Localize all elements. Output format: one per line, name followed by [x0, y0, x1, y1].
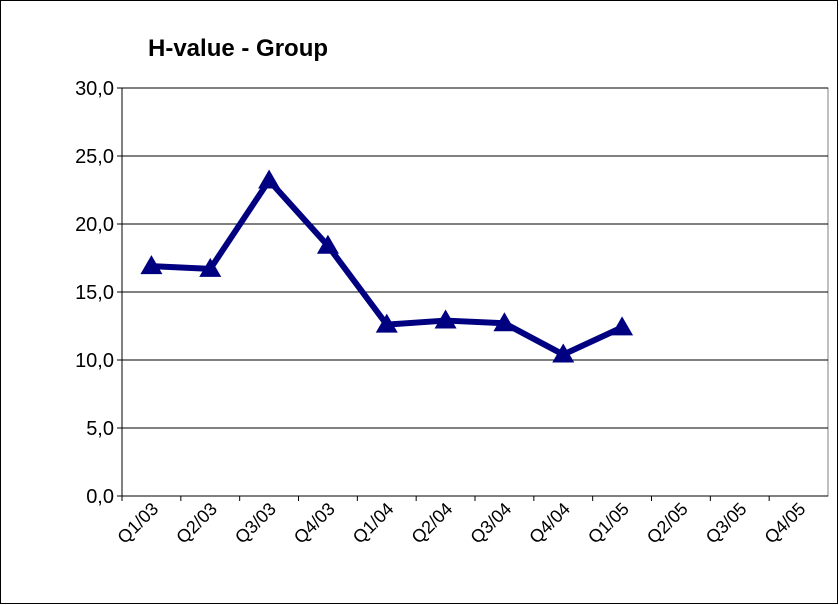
marker — [434, 309, 457, 329]
y-tick-label: 20,0 — [75, 214, 114, 236]
marker — [493, 312, 516, 332]
y-tick-label: 5,0 — [86, 418, 114, 440]
y-tick-label: 15,0 — [75, 282, 114, 304]
marker — [552, 343, 575, 363]
y-tick-label: 10,0 — [75, 350, 114, 372]
marker — [199, 257, 222, 277]
y-tick-label: 25,0 — [75, 146, 114, 168]
marker — [316, 234, 339, 254]
marker — [375, 313, 398, 333]
marker — [611, 316, 634, 336]
y-tick-label: 30,0 — [75, 78, 114, 100]
marker — [140, 255, 163, 275]
chart-title: H-value - Group — [148, 35, 328, 62]
y-tick-label: 0,0 — [86, 486, 114, 508]
marker — [258, 169, 281, 189]
